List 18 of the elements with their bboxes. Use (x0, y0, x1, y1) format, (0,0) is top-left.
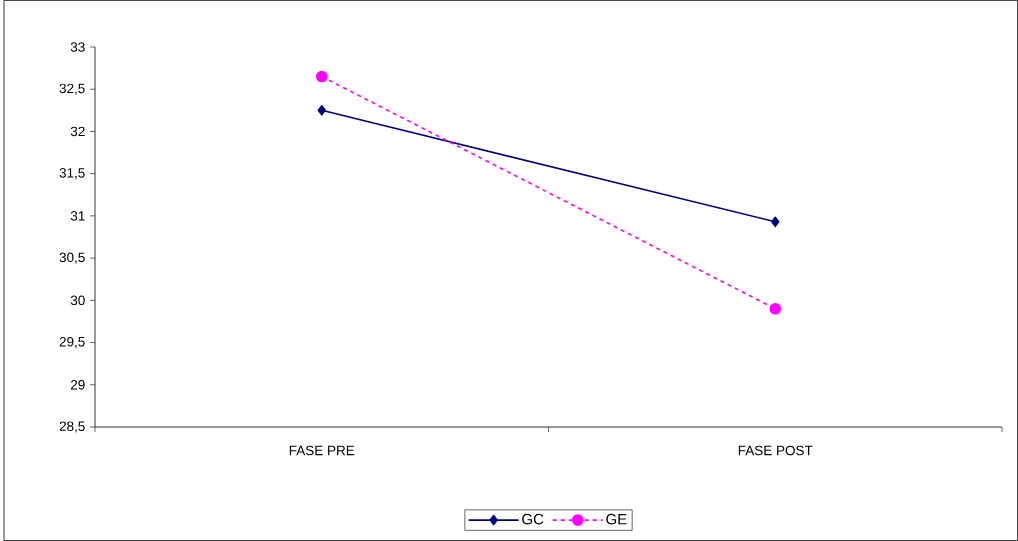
y-tick-label: 31,5 (59, 168, 85, 180)
y-tick-label: 28,5 (59, 421, 85, 433)
point (317, 105, 326, 116)
y-tick-label: 33 (70, 42, 85, 52)
y-tick-label: 31 (70, 211, 85, 221)
y-tick-label: 29,5 (59, 336, 85, 349)
y-tick-label: 32,5 (59, 83, 85, 95)
y-tick-label: 30 (70, 295, 85, 306)
point (771, 216, 780, 228)
point (315, 70, 328, 83)
y-tick-label: 30,5 (59, 252, 85, 264)
y-tick-label: 32 (70, 126, 85, 137)
legend-label: GE (606, 513, 627, 525)
y-tick-label: 29 (70, 380, 85, 390)
x-tick-label: FASE POST (738, 445, 813, 456)
point (769, 302, 782, 315)
legend-label: GC (522, 513, 544, 525)
x-tick-label: FASE PRE (289, 445, 355, 456)
